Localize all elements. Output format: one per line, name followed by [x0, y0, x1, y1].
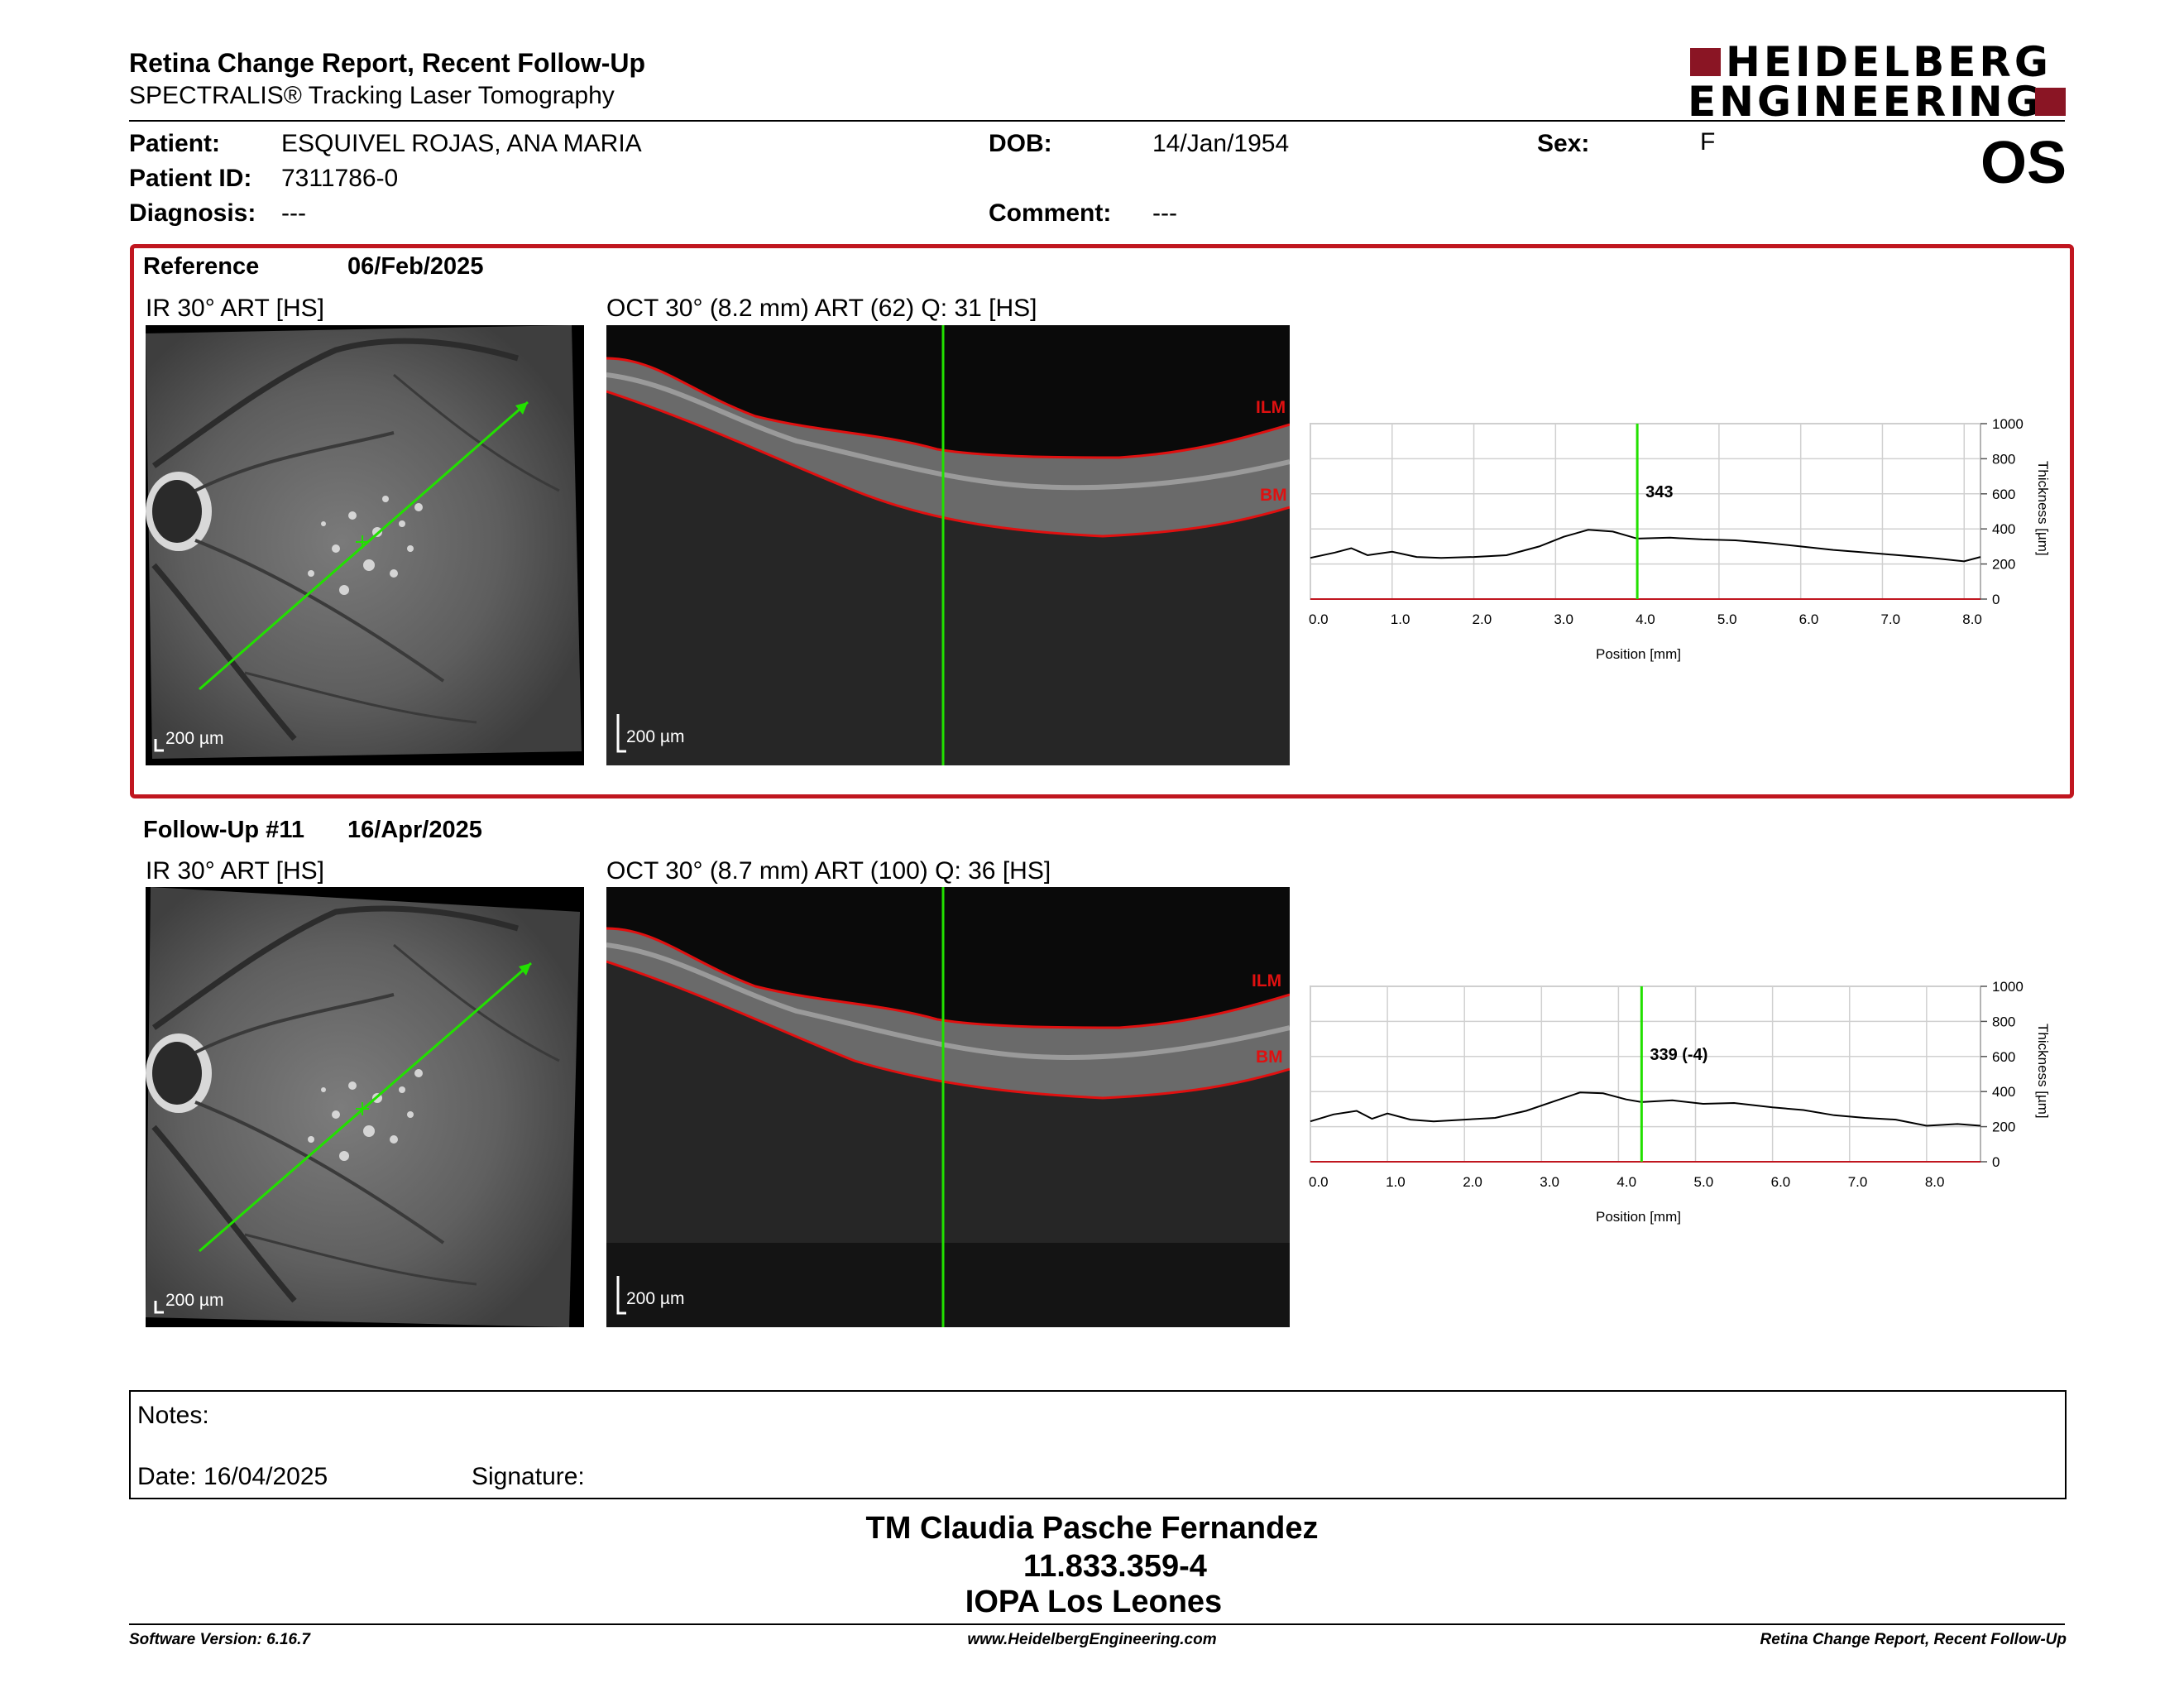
reference-x-tick-label: 5.0 [1717, 611, 1737, 627]
reference-date: 06/Feb/2025 [347, 253, 484, 280]
footer-divider [129, 1623, 2065, 1625]
followup-oct-scale: 200 µm [626, 1289, 685, 1308]
patient-id-label: Patient ID: [129, 165, 252, 192]
followup-thickness-chart: 0.0 1.0 2.0 3.0 4.0 5.0 6.0 7.0 8.0 0 200 400 600 800… [1309, 979, 2051, 1225]
reference-oct-scale: 200 µm [626, 727, 685, 746]
followup-y-axis-label: Thickness [µm] [2035, 1024, 2051, 1119]
followup-x-tick-label: 1.0 [1386, 1174, 1406, 1190]
reference-thickness-chart: 0.0 1.0 2.0 3.0 4.0 5.0 6.0 7.0 8.0 0 200 400 600 800… [1309, 416, 2051, 662]
website-link[interactable]: www.HeidelbergEngineering.com [967, 1631, 1217, 1648]
followup-bm-label: BM [1256, 1048, 1283, 1067]
reference-x-tick-label: 7.0 [1880, 611, 1900, 627]
followup-ir-title: IR 30° ART [HS] [146, 857, 324, 885]
report-subtitle: SPECTRALIS® Tracking Laser Tomography [129, 82, 615, 109]
reference-oct-title: OCT 30° (8.2 mm) ART (62) Q: 31 [HS] [606, 295, 1037, 322]
reference-oct-bscan-image: ILM BM 200 µm [606, 325, 1290, 765]
followup-oct-title: OCT 30° (8.7 mm) ART (100) Q: 36 [HS] [606, 857, 1051, 885]
followup-ir-scale: 200 µm [165, 1291, 224, 1310]
patient-label: Patient: [129, 130, 221, 157]
followup-x-tick-label: 7.0 [1848, 1174, 1868, 1190]
eye-indicator: OS [1980, 130, 2067, 196]
sex-value: F [1700, 128, 1716, 156]
footer-report-name: Retina Change Report, Recent Follow-Up [1760, 1631, 2067, 1648]
technician-name: TM Claudia Pasche Fernandez [865, 1511, 1319, 1546]
logo-text-top: HEIDELBERG [1726, 38, 2052, 86]
logo-square-icon [1690, 48, 1721, 76]
followup-x-tick-label: 6.0 [1771, 1174, 1791, 1190]
reference-y-tick-label: 200 [1992, 557, 2015, 573]
reference-marker-value: 343 [1645, 483, 1673, 501]
followup-y-tick-label: 0 [1992, 1154, 2000, 1170]
followup-oct-bscan-image: ILM BM 200 µm [606, 887, 1290, 1327]
sex-label: Sex: [1537, 130, 1590, 157]
notes-date: Date: 16/04/2025 [137, 1463, 328, 1490]
logo-square-icon [2035, 88, 2066, 116]
reference-x-tick-label: 8.0 [1962, 611, 1982, 627]
reference-bm-label: BM [1260, 486, 1287, 505]
followup-y-tick-label: 600 [1992, 1049, 2015, 1065]
reference-ir-title: IR 30° ART [HS] [146, 295, 324, 322]
reference-ilm-label: ILM [1256, 398, 1286, 417]
followup-thickness-line [1310, 1091, 1981, 1127]
logo-text-bottom: ENGINEERING [1688, 78, 2043, 126]
patient-id: 7311786-0 [281, 165, 399, 192]
reference-highlight-box [130, 244, 2074, 798]
followup-label: Follow-Up #11 [143, 817, 304, 843]
diagnosis-value: --- [281, 199, 306, 227]
reference-x-tick-label: 4.0 [1636, 611, 1655, 627]
reference-x-axis-label: Position [mm] [1596, 646, 1681, 662]
reference-label: Reference [143, 253, 260, 280]
report-title: Retina Change Report, Recent Follow-Up [129, 48, 646, 78]
reference-y-tick-label: 1000 [1992, 416, 2024, 432]
comment-label: Comment: [989, 199, 1112, 227]
reference-x-tick-label: 3.0 [1554, 611, 1573, 627]
reference-ir-fundus-image: 200 µm [146, 325, 584, 765]
notes-box[interactable]: Notes: Date: 16/04/2025 Signature: [129, 1390, 2067, 1499]
reference-ir-scale: 200 µm [165, 729, 224, 748]
followup-x-axis-label: Position [mm] [1596, 1209, 1681, 1225]
software-version: Software Version: 6.16.7 [129, 1631, 310, 1648]
technician-id: 11.833.359-4 [1023, 1549, 1207, 1584]
institution-name: IOPA Los Leones [965, 1585, 1223, 1619]
reference-y-tick-label: 400 [1992, 521, 2015, 537]
header-divider [129, 120, 2065, 122]
followup-marker-value: 339 (-4) [1650, 1046, 1707, 1064]
dob-label: DOB: [989, 130, 1052, 157]
followup-ir-fundus-image: 200 µm [146, 887, 584, 1327]
comment-value: --- [1152, 199, 1177, 227]
reference-y-tick-label: 600 [1992, 487, 2015, 502]
followup-plot-area [1310, 985, 1981, 1163]
followup-x-tick-label: 2.0 [1463, 1174, 1482, 1190]
followup-x-tick-label: 8.0 [1925, 1174, 1945, 1190]
reference-y-tick-label: 800 [1992, 451, 2015, 467]
dob-value: 14/Jan/1954 [1152, 130, 1290, 157]
reference-x-tick-label: 1.0 [1391, 611, 1410, 627]
notes-label: Notes: [137, 1402, 209, 1429]
diagnosis-label: Diagnosis: [129, 199, 256, 227]
followup-y-tick-label: 200 [1992, 1120, 2015, 1135]
followup-y-tick-label: 800 [1992, 1014, 2015, 1029]
reference-plot-area [1310, 423, 1981, 600]
followup-y-tick-label: 400 [1992, 1084, 2015, 1100]
followup-x-tick-label: 5.0 [1694, 1174, 1714, 1190]
reference-x-tick-label: 2.0 [1473, 611, 1492, 627]
patient-name: ESQUIVEL ROJAS, ANA MARIA [281, 130, 642, 157]
signature-label: Signature: [472, 1463, 585, 1490]
followup-x-tick-label: 0.0 [1309, 1174, 1329, 1190]
reference-y-axis-label: Thickness [µm] [2035, 461, 2051, 556]
reference-thickness-line [1310, 529, 1981, 563]
followup-date: 16/Apr/2025 [347, 817, 482, 843]
reference-x-tick-label: 6.0 [1799, 611, 1819, 627]
followup-y-tick-label: 1000 [1992, 979, 2024, 995]
reference-y-tick-label: 0 [1992, 592, 2000, 607]
followup-x-tick-label: 3.0 [1540, 1174, 1559, 1190]
reference-x-tick-label: 0.0 [1309, 611, 1329, 627]
followup-x-tick-label: 4.0 [1616, 1174, 1636, 1190]
followup-ilm-label: ILM [1252, 971, 1281, 990]
